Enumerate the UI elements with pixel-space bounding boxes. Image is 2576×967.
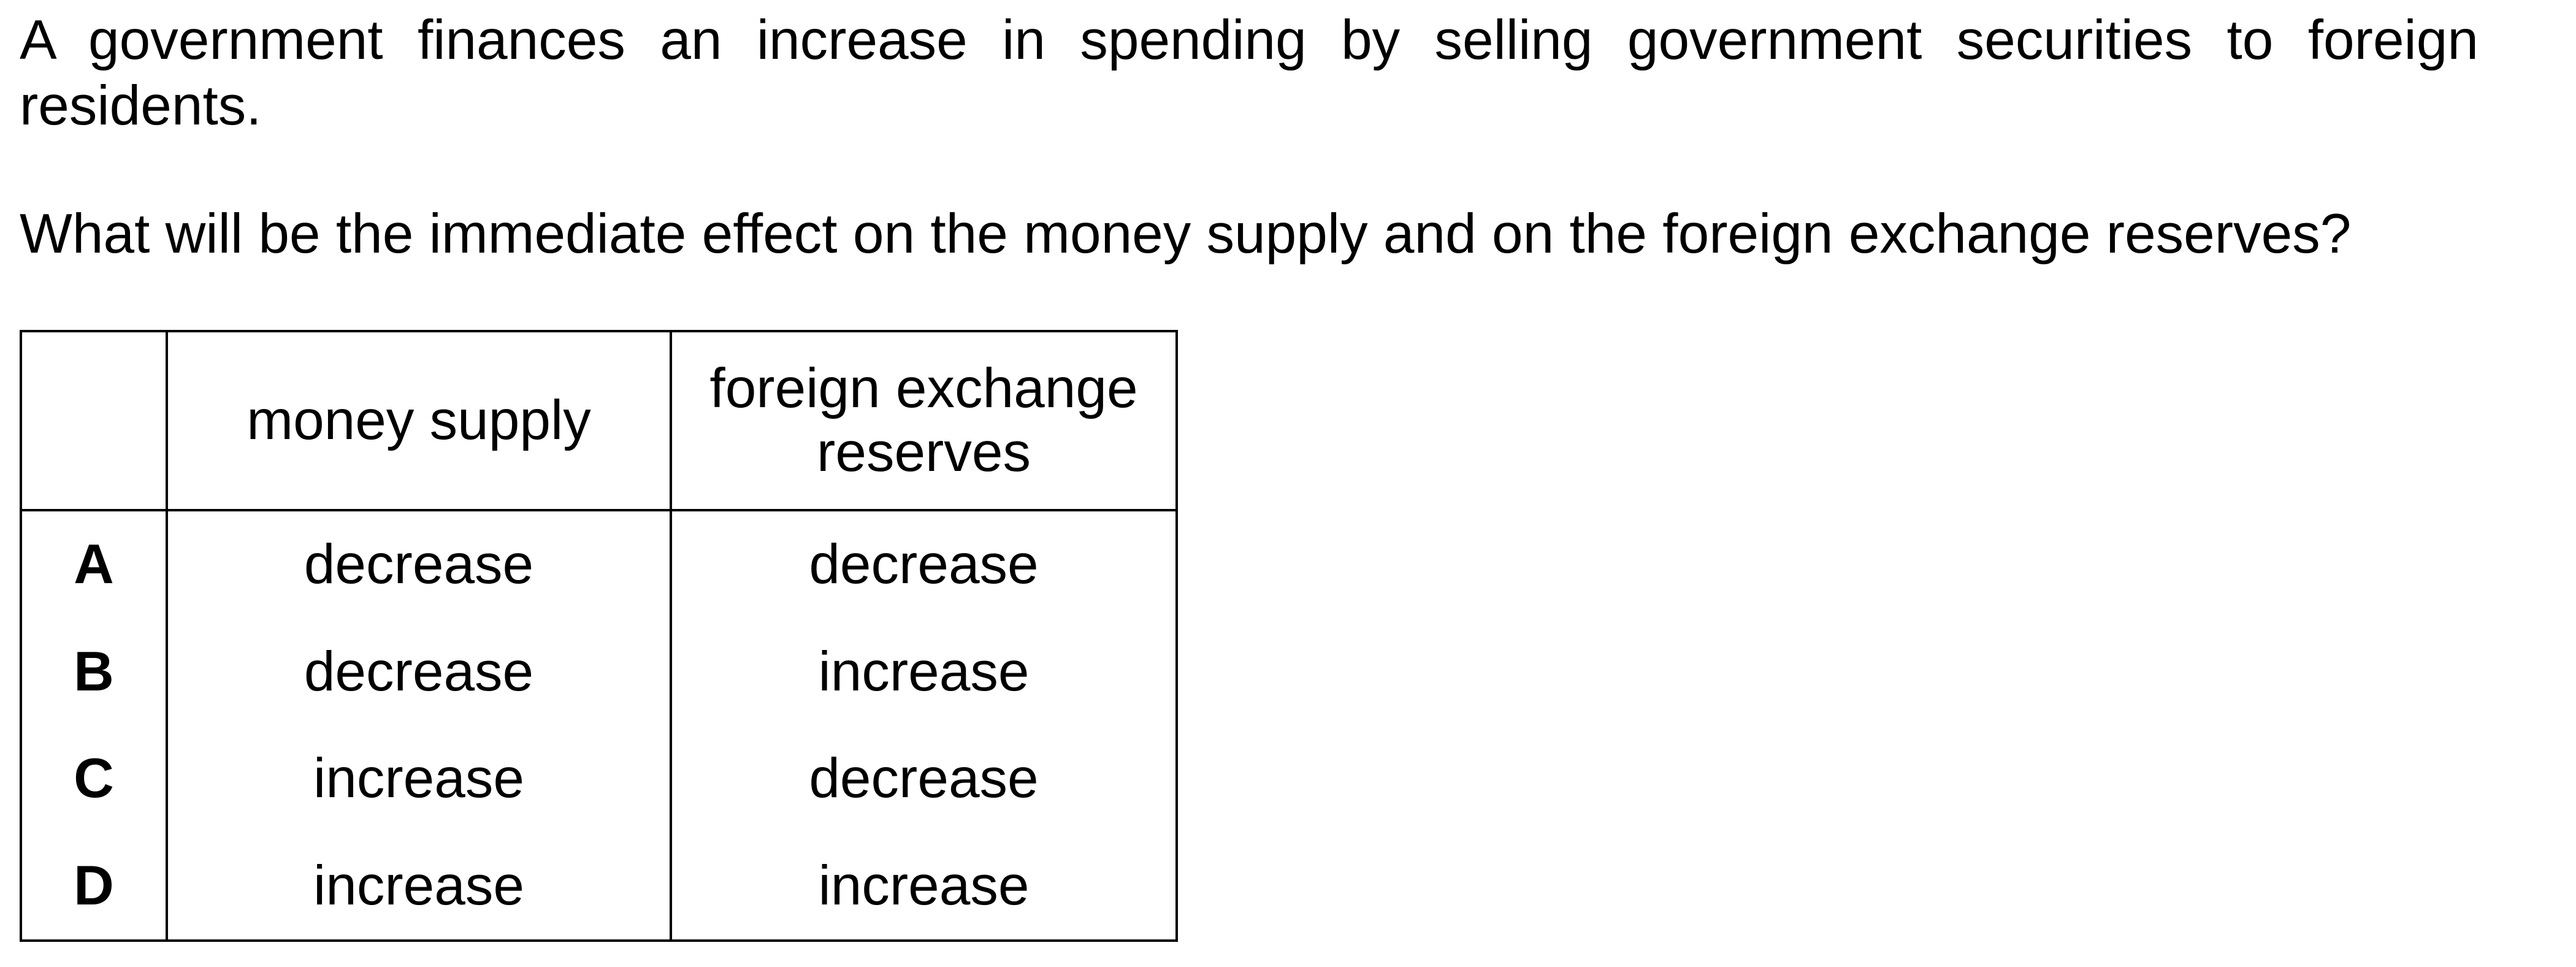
table-row: A decrease decrease xyxy=(20,510,1178,619)
option-key: A xyxy=(20,510,168,619)
option-key: C xyxy=(20,725,168,833)
table-row: C increase decrease xyxy=(20,725,1178,833)
option-key: D xyxy=(20,832,168,942)
table-row: B decrease increase xyxy=(20,618,1178,725)
money-supply-cell: increase xyxy=(166,725,672,833)
header-money-supply: money supply xyxy=(166,330,672,511)
reserves-cell: decrease xyxy=(670,725,1178,833)
reserves-cell: decrease xyxy=(670,510,1178,619)
money-supply-cell: decrease xyxy=(166,618,672,725)
header-foreign-exchange-reserves: foreign exchange reserves xyxy=(670,330,1178,511)
reserves-cell: increase xyxy=(670,832,1178,942)
table-row: D increase increase xyxy=(20,832,1178,942)
question-stem: A government finances an increase in spe… xyxy=(20,9,2479,137)
money-supply-cell: decrease xyxy=(166,510,672,619)
answer-options-table: money supply foreign exchange reserves A… xyxy=(20,330,1178,942)
header-option-key xyxy=(20,330,168,511)
reserves-cell: increase xyxy=(670,618,1178,725)
question-prompt: What will be the immediate effect on the… xyxy=(20,203,2352,265)
option-key: B xyxy=(20,618,168,725)
money-supply-cell: increase xyxy=(166,832,672,942)
table-header-row: money supply foreign exchange reserves xyxy=(20,330,1178,511)
